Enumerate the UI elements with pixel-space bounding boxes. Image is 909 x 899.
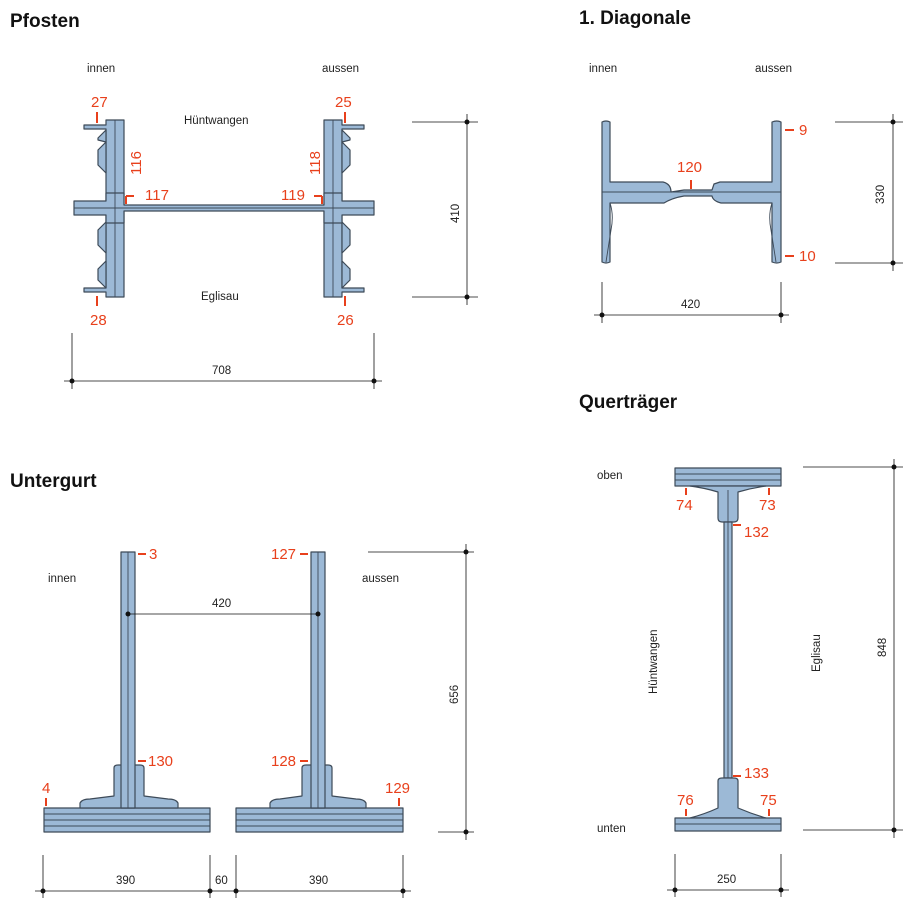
quertraeger-left-label: Hüntwangen: [648, 629, 660, 694]
pfosten-top-label: Hüntwangen: [184, 115, 249, 127]
weld-number: 25: [335, 94, 352, 111]
weld-number: 10: [799, 248, 816, 265]
quertraeger-profile: [674, 467, 782, 832]
quertraeger-width-dim: 250: [717, 874, 736, 886]
weld-number: 127: [271, 546, 296, 563]
untergurt-bottom-dim: 390: [309, 875, 328, 887]
diagonale-title: 1. Diagonale: [579, 8, 691, 29]
diagonale-side-left: innen: [589, 63, 617, 75]
section-diagonale: 1. Diagonale innen aussen 120 9 10 330 4…: [579, 8, 903, 323]
pfosten-side-left: innen: [87, 63, 115, 75]
weld-number: 28: [90, 312, 107, 329]
pfosten-title: Pfosten: [10, 11, 80, 32]
weld-number: 76: [677, 792, 694, 809]
weld-number: 118: [307, 151, 324, 175]
untergurt-title: Untergurt: [10, 471, 97, 492]
weld-number: 129: [385, 780, 410, 797]
quertraeger-bottom-label: unten: [597, 823, 626, 835]
weld-number: 117: [145, 187, 169, 204]
untergurt-bottom-dim: 390: [116, 875, 135, 887]
untergurt-inner-dim: 420: [212, 598, 231, 610]
pfosten-bottom-label: Eglisau: [201, 291, 239, 303]
weld-number: 128: [271, 753, 296, 770]
pfosten-height-dim: 410: [450, 204, 462, 223]
untergurt-side-right: aussen: [362, 573, 399, 585]
weld-number: 4: [42, 780, 50, 797]
weld-number: 27: [91, 94, 108, 111]
weld-number: 119: [281, 187, 305, 204]
weld-number: 73: [759, 497, 776, 514]
pfosten-width-dim: 708: [212, 365, 231, 377]
quertraeger-right-label: Eglisau: [811, 634, 823, 672]
quertraeger-top-label: oben: [597, 470, 623, 482]
quertraeger-height-dim: 848: [877, 638, 889, 657]
weld-number: 26: [337, 312, 354, 329]
weld-number: 133: [744, 765, 769, 782]
untergurt-side-left: innen: [48, 573, 76, 585]
weld-number: 132: [744, 524, 769, 541]
untergurt-right-profile: [235, 551, 404, 833]
diagonale-width-dim: 420: [681, 299, 700, 311]
section-quertraeger: Querträger oben unten Hüntwangen Eglisau…: [579, 392, 903, 897]
pfosten-left-profile: [83, 119, 125, 298]
weld-number: 130: [148, 753, 173, 770]
untergurt-height-dim: 656: [449, 685, 461, 704]
section-untergurt: Untergurt innen aussen 3: [10, 471, 474, 898]
weld-number: 9: [799, 122, 807, 139]
quertraeger-title: Querträger: [579, 392, 678, 413]
pfosten-side-right: aussen: [322, 63, 359, 75]
section-pfosten: Pfosten innen aussen Hüntwangen Eglisau …: [10, 11, 478, 389]
diagonale-side-right: aussen: [755, 63, 792, 75]
weld-number: 3: [149, 546, 157, 563]
diagonale-height-dim: 330: [875, 185, 887, 204]
weld-number: 120: [677, 159, 702, 176]
untergurt-left-profile: [43, 551, 211, 833]
weld-number: 74: [676, 497, 693, 514]
weld-number: 75: [760, 792, 777, 809]
untergurt-bottom-dim: 60: [215, 875, 228, 887]
weld-number: 116: [128, 151, 145, 175]
pfosten-right-profile: [323, 119, 365, 298]
